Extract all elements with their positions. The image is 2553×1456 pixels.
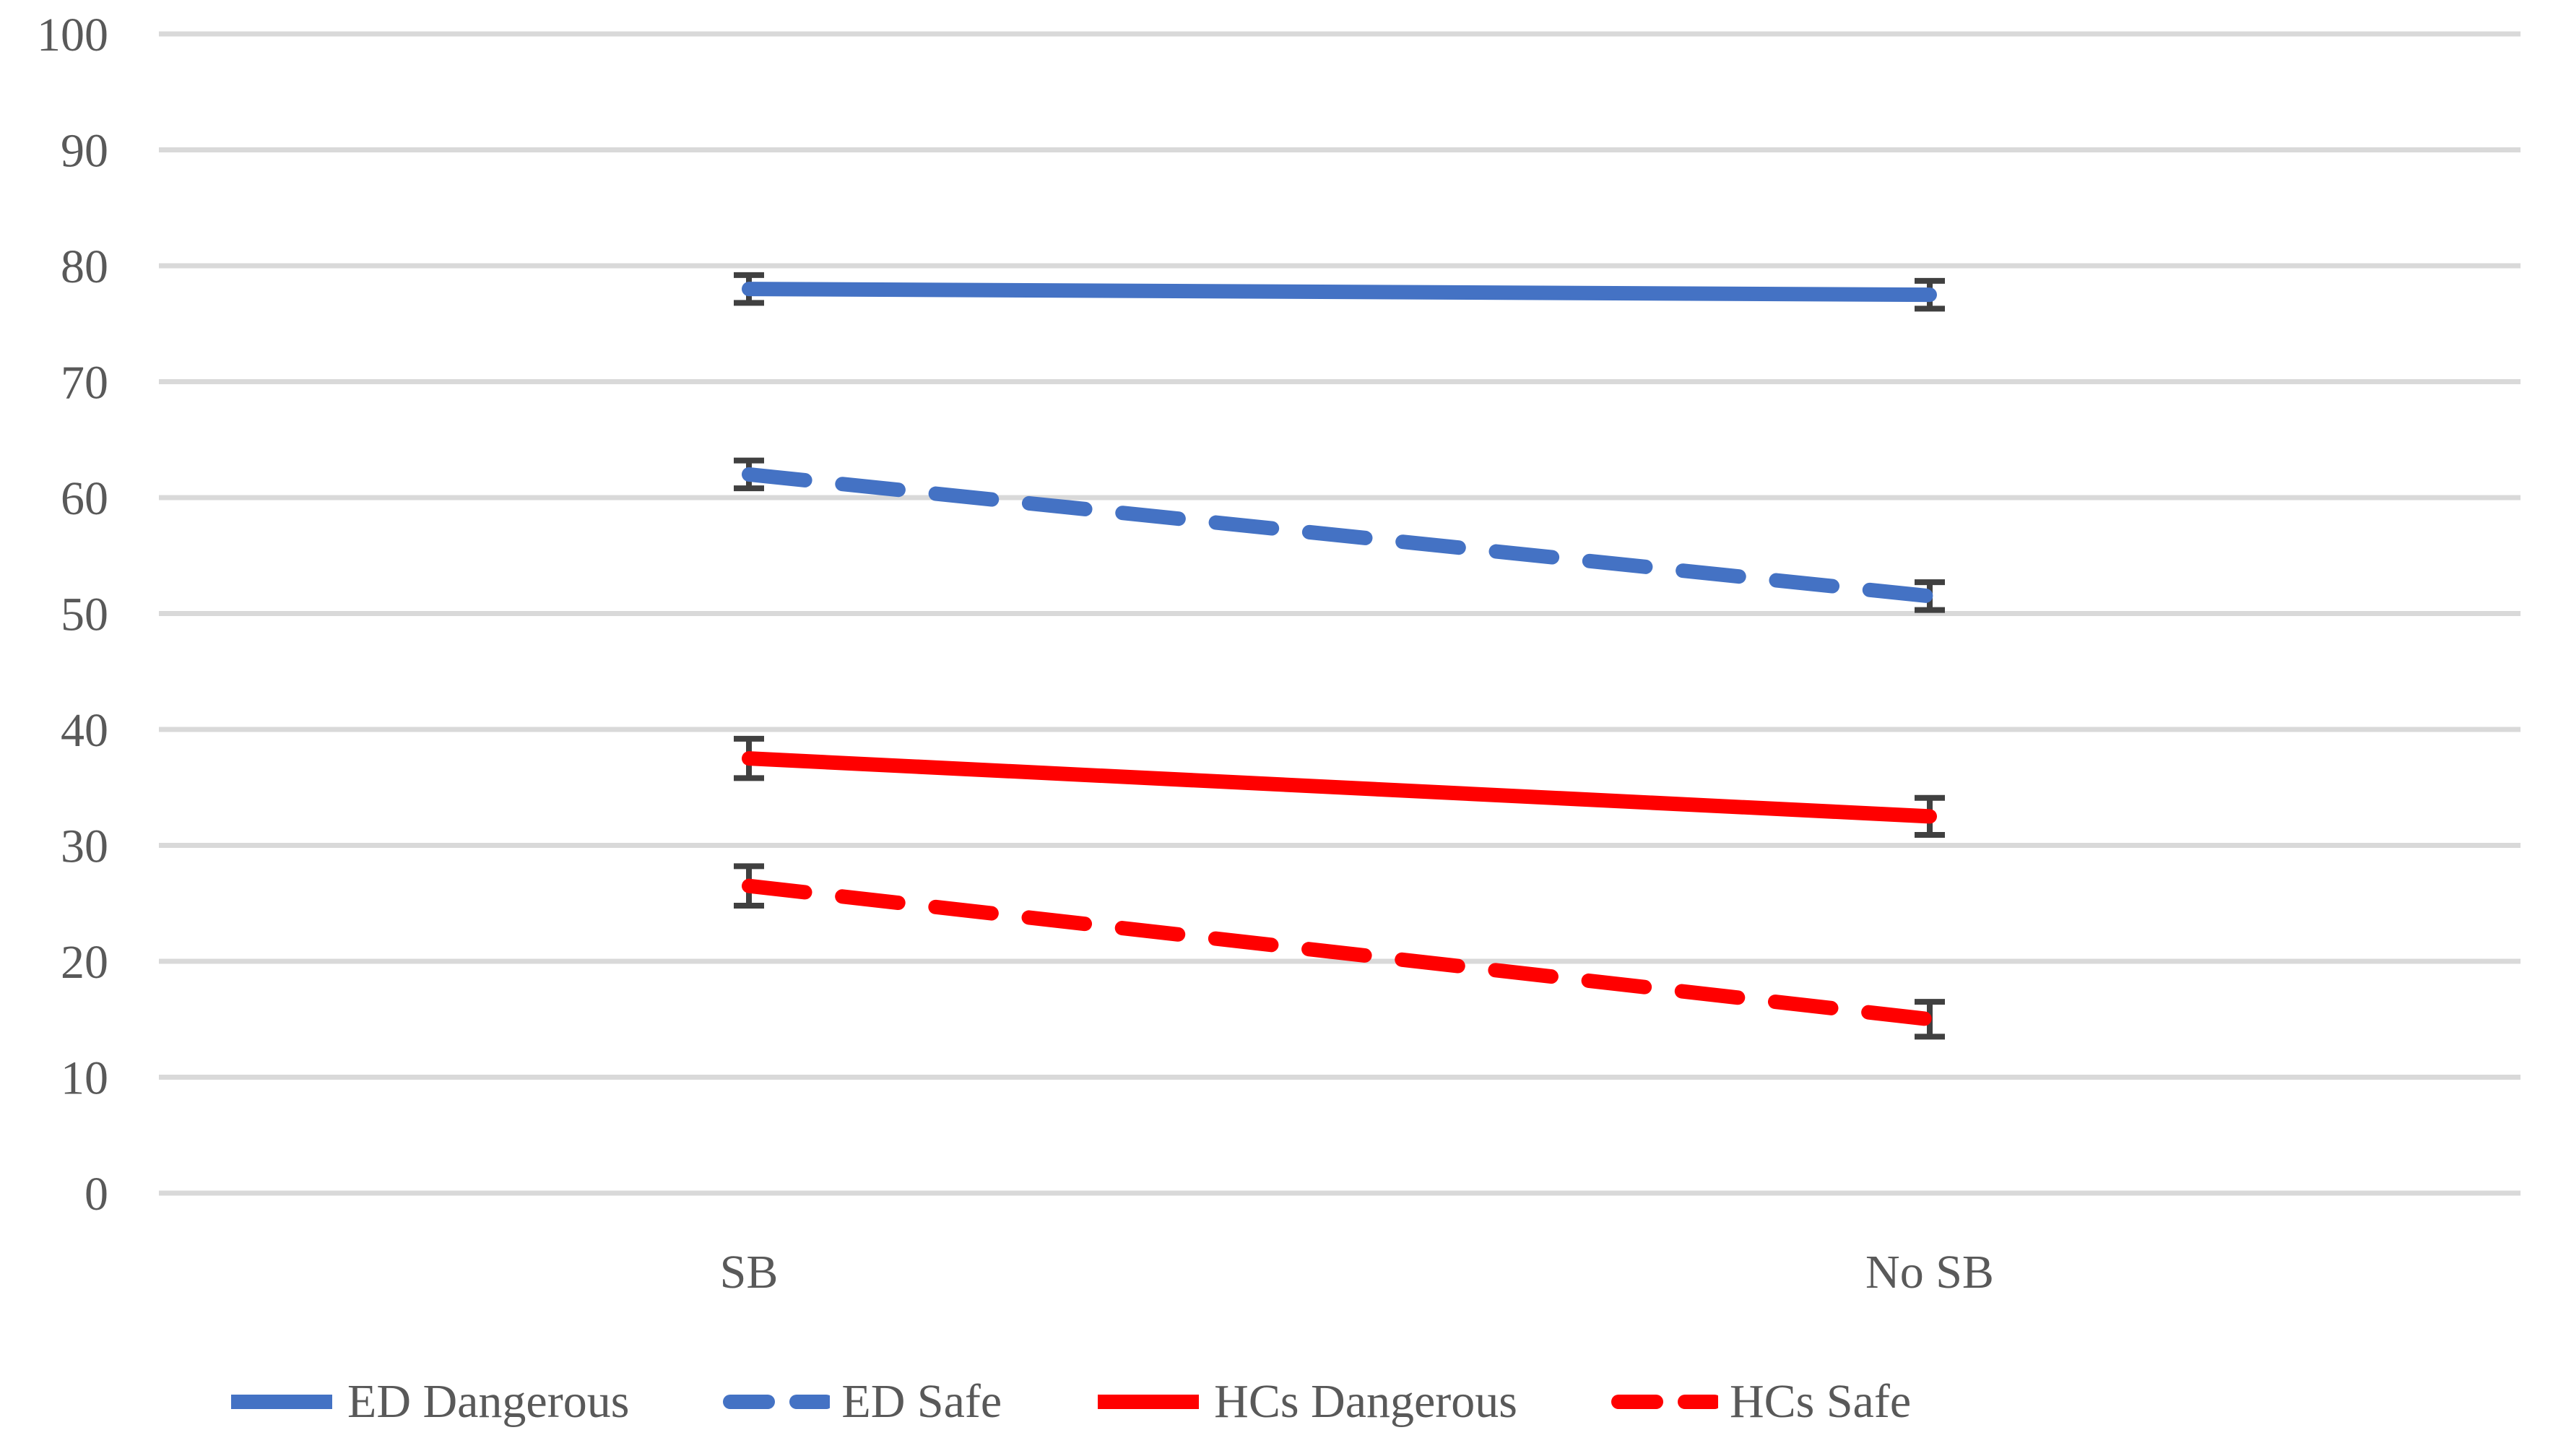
series-line-ed-safe [742,467,1937,604]
y-tick-label-100: 100 [37,9,108,61]
legend-item-hcs-dangerous: HCs Dangerous [1094,1378,1517,1426]
y-tick-label-60: 60 [61,472,108,525]
y-tick-label-0: 0 [84,1168,108,1221]
y-tick-label-40: 40 [61,704,108,757]
error-bars [734,272,1945,1040]
dashed-line-swatch-icon [1611,1395,1718,1409]
y-tick-label-20: 20 [61,936,108,989]
x-axis-labels: SB No SB [720,1246,1994,1299]
legend-label: ED Dangerous [347,1375,630,1428]
y-tick-label-50: 50 [61,589,108,641]
legend-label: ED Safe [841,1375,1002,1428]
series-line-hcs-safe [742,878,1937,1027]
series-line-ed-dangerous [742,282,1937,303]
solid-line-swatch-icon [231,1395,332,1409]
legend-item-hcs-safe: HCs Safe [1610,1378,1911,1426]
legend-item-ed-dangerous: ED Dangerous [227,1378,629,1426]
legend: ED Dangerous ED Safe HCs Dangerous HCs Safe [227,1369,1911,1434]
y-tick-label-80: 80 [61,240,108,293]
series-line-hcs-dangerous [742,751,1937,824]
gridlines [159,31,2521,1196]
legend-label: HCs Dangerous [1214,1375,1517,1428]
y-tick-label-10: 10 [61,1052,108,1105]
y-axis-labels: 0 10 20 30 40 50 60 70 80 90 100 [37,9,108,1221]
x-tick-label-sb: SB [720,1246,779,1299]
x-tick-label-no-sb: No SB [1865,1246,1994,1299]
y-tick-label-30: 30 [61,820,108,873]
y-tick-label-70: 70 [61,357,108,410]
legend-label: HCs Safe [1729,1375,1912,1428]
y-tick-label-90: 90 [61,125,108,178]
legend-item-ed-safe: ED Safe [721,1378,1002,1426]
dashed-line-swatch-icon [723,1395,831,1409]
solid-line-swatch-icon [1098,1395,1200,1409]
